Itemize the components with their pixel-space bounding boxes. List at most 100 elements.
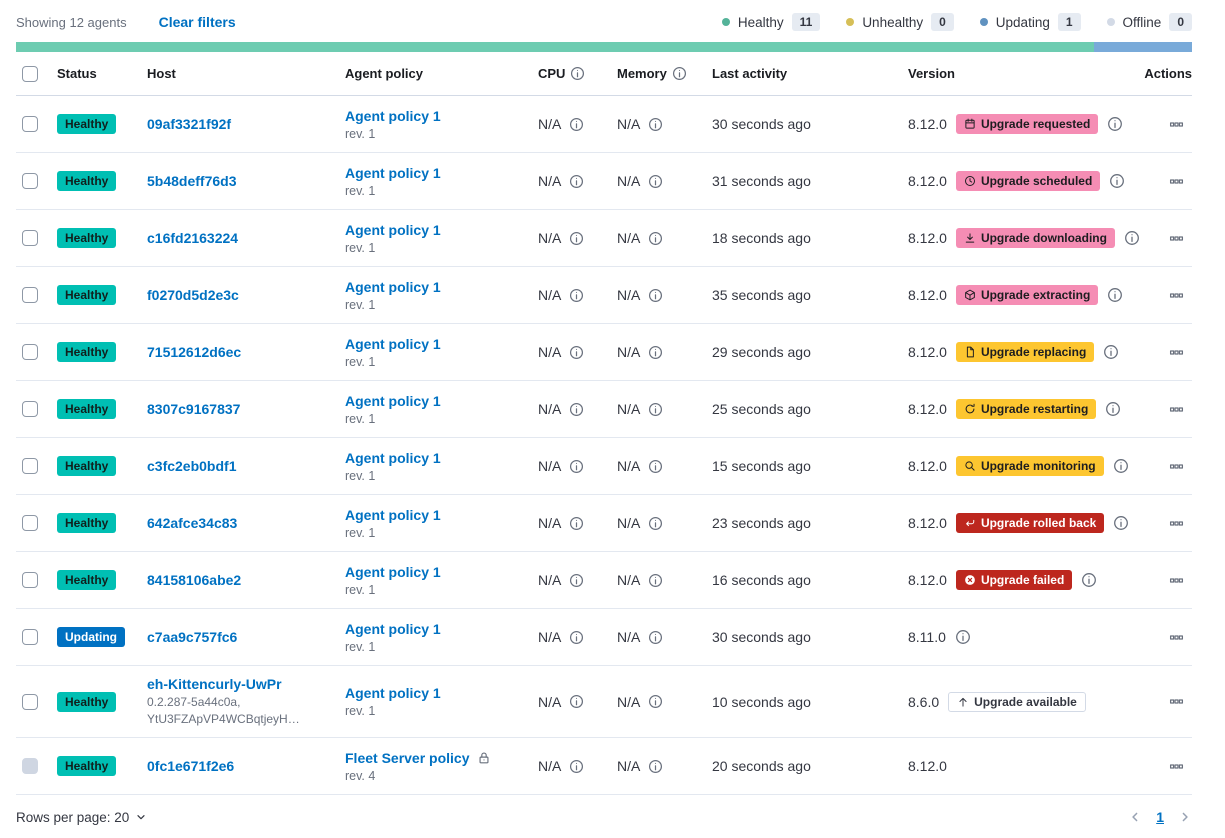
row-checkbox[interactable] xyxy=(22,515,38,531)
row-checkbox[interactable] xyxy=(22,693,38,710)
host-link[interactable]: f0270d5d2e3c xyxy=(147,287,239,303)
row-actions-button[interactable] xyxy=(1165,512,1188,535)
host-link[interactable]: 5b48deff76d3 xyxy=(147,173,237,189)
info-icon[interactable] xyxy=(955,629,971,645)
agent-policy-link[interactable]: Fleet Server policy xyxy=(345,749,470,766)
agent-policy-link[interactable]: Agent policy 1 xyxy=(345,278,441,295)
next-page-button[interactable] xyxy=(1178,810,1192,824)
agent-version: 8.12.0 xyxy=(908,230,947,246)
row-actions-button[interactable] xyxy=(1165,690,1188,713)
info-icon[interactable] xyxy=(648,630,663,645)
info-icon[interactable] xyxy=(1124,230,1140,246)
info-icon[interactable] xyxy=(1081,572,1097,588)
info-icon[interactable] xyxy=(1113,458,1129,474)
info-icon[interactable] xyxy=(569,231,584,246)
row-actions-button[interactable] xyxy=(1165,284,1188,307)
info-icon[interactable] xyxy=(569,459,584,474)
host-link[interactable]: eh-Kittencurly-UwPr xyxy=(147,675,282,692)
host-link[interactable]: 642afce34c83 xyxy=(147,515,238,531)
info-icon[interactable] xyxy=(569,573,584,588)
previous-page-button[interactable] xyxy=(1128,810,1142,824)
info-icon[interactable] xyxy=(569,174,584,189)
host-link[interactable]: 0fc1e671f2e6 xyxy=(147,758,235,774)
legend-count-badge: 0 xyxy=(931,13,954,31)
metric-value: N/A xyxy=(617,173,641,189)
agent-policy-link[interactable]: Agent policy 1 xyxy=(345,563,441,580)
info-icon[interactable] xyxy=(1103,344,1119,360)
row-actions-button[interactable] xyxy=(1165,626,1188,649)
policy-revision: rev. 1 xyxy=(345,411,376,426)
info-icon[interactable] xyxy=(1107,287,1123,303)
info-icon[interactable] xyxy=(672,66,687,81)
row-checkbox[interactable] xyxy=(22,344,38,360)
agent-policy-link[interactable]: Agent policy 1 xyxy=(345,335,441,352)
info-icon[interactable] xyxy=(648,345,663,360)
host-link[interactable]: c3fc2eb0bdf1 xyxy=(147,458,237,474)
agent-policy-link[interactable]: Agent policy 1 xyxy=(345,685,441,701)
row-checkbox[interactable] xyxy=(22,629,38,645)
row-checkbox[interactable] xyxy=(22,116,38,132)
host-cell: 8307c9167837 xyxy=(147,401,345,417)
row-actions-button[interactable] xyxy=(1165,755,1188,778)
select-all-checkbox[interactable] xyxy=(22,65,38,82)
row-actions-button[interactable] xyxy=(1165,398,1188,421)
row-actions-button[interactable] xyxy=(1165,170,1188,193)
status-badge: Healthy xyxy=(57,570,117,590)
info-icon[interactable] xyxy=(1109,173,1125,189)
page-number-1[interactable]: 1 xyxy=(1156,809,1164,825)
last-activity-cell: 23 seconds ago xyxy=(712,515,811,531)
host-link[interactable]: 71512612d6ec xyxy=(147,344,242,360)
info-icon[interactable] xyxy=(648,573,663,588)
info-icon[interactable] xyxy=(569,694,584,709)
agent-policy-link[interactable]: Agent policy 1 xyxy=(345,107,441,124)
info-icon[interactable] xyxy=(648,288,663,303)
info-icon[interactable] xyxy=(1113,515,1129,531)
row-checkbox[interactable] xyxy=(22,173,38,189)
info-icon[interactable] xyxy=(648,459,663,474)
row-actions-button[interactable] xyxy=(1165,341,1188,364)
row-checkbox[interactable] xyxy=(22,458,38,474)
host-link[interactable]: c7aa9c757fc6 xyxy=(147,629,238,645)
last-activity-cell: 20 seconds ago xyxy=(712,758,811,774)
info-icon[interactable] xyxy=(648,694,663,709)
host-link[interactable]: 8307c9167837 xyxy=(147,401,241,417)
row-checkbox[interactable] xyxy=(22,230,38,246)
agent-policy-link[interactable]: Agent policy 1 xyxy=(345,221,441,238)
row-checkbox[interactable] xyxy=(22,287,38,303)
info-icon[interactable] xyxy=(569,402,584,417)
info-icon[interactable] xyxy=(569,759,584,774)
host-link[interactable]: 84158106abe2 xyxy=(147,572,242,588)
info-icon[interactable] xyxy=(569,345,584,360)
info-icon[interactable] xyxy=(648,231,663,246)
rows-per-page-button[interactable]: Rows per page: 20 xyxy=(16,810,147,825)
info-icon[interactable] xyxy=(569,117,584,132)
agent-policy-link[interactable]: Agent policy 1 xyxy=(345,449,441,466)
host-link[interactable]: c16fd2163224 xyxy=(147,230,239,246)
agent-policy-link[interactable]: Agent policy 1 xyxy=(345,506,441,523)
info-icon[interactable] xyxy=(569,288,584,303)
policy-revision: rev. 1 xyxy=(345,639,376,654)
row-actions-button[interactable] xyxy=(1165,455,1188,478)
info-icon[interactable] xyxy=(648,402,663,417)
info-icon[interactable] xyxy=(569,516,584,531)
info-icon[interactable] xyxy=(1107,116,1123,132)
agent-policy-link[interactable]: Agent policy 1 xyxy=(345,620,441,637)
host-link[interactable]: 09af3321f92f xyxy=(147,116,232,132)
row-actions-button[interactable] xyxy=(1165,227,1188,250)
info-icon[interactable] xyxy=(570,66,585,81)
row-checkbox[interactable] xyxy=(22,572,38,588)
info-icon[interactable] xyxy=(648,516,663,531)
row-actions-button[interactable] xyxy=(1165,569,1188,592)
agent-policy-link[interactable]: Agent policy 1 xyxy=(345,164,441,181)
info-icon[interactable] xyxy=(648,759,663,774)
clear-filters-link[interactable]: Clear filters xyxy=(158,14,236,30)
actions-cell xyxy=(1145,341,1192,364)
info-icon[interactable] xyxy=(1105,401,1121,417)
info-icon[interactable] xyxy=(648,174,663,189)
row-actions-button[interactable] xyxy=(1165,113,1188,136)
info-icon[interactable] xyxy=(648,117,663,132)
info-icon[interactable] xyxy=(569,630,584,645)
agent-policy-link[interactable]: Agent policy 1 xyxy=(345,392,441,409)
row-checkbox[interactable] xyxy=(22,401,38,417)
clock-icon xyxy=(964,175,976,187)
